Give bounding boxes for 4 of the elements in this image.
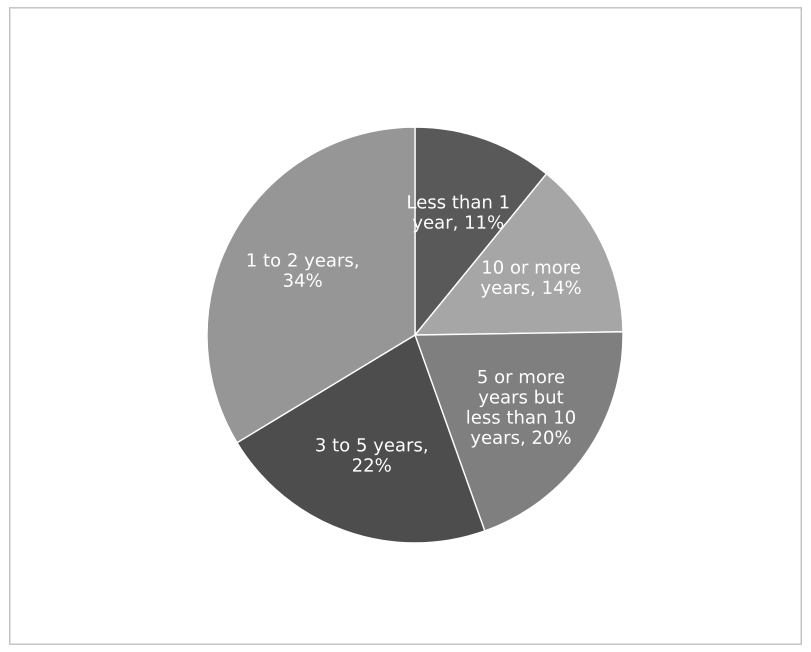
- slice-label: 5 or more years but less than 10 years, 20%: [467, 370, 575, 448]
- slice-label: 10 or more years, 14%: [480, 260, 581, 298]
- slice-label: 1 to 2 years, 34%: [248, 253, 358, 288]
- slice-label: 3 to 5 years, 22%: [316, 438, 427, 472]
